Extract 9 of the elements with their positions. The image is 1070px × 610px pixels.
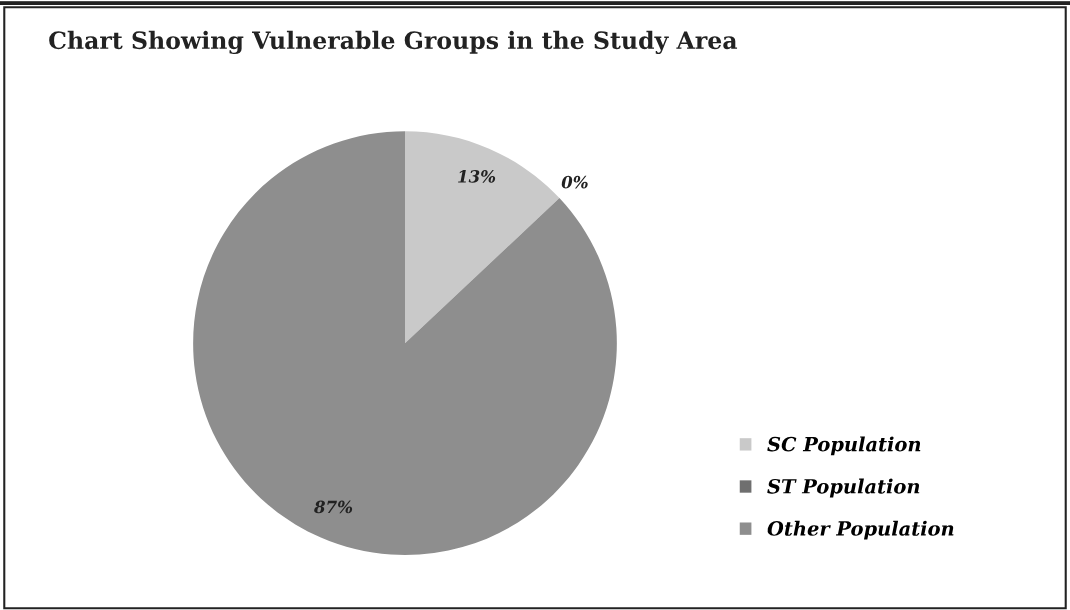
data-label: 13% (458, 170, 496, 183)
text: 0% (561, 175, 588, 189)
legend-label: SC Population (767, 436, 921, 456)
legend-label: Other Population (767, 520, 954, 540)
data-label: 87% (314, 500, 353, 514)
legend-label: ST Population (767, 478, 920, 498)
pie-slice (193, 131, 617, 555)
chart-title: Chart Showing Vulnerable Groups in the Study Area (49, 30, 738, 55)
pie-slice (404, 131, 560, 344)
